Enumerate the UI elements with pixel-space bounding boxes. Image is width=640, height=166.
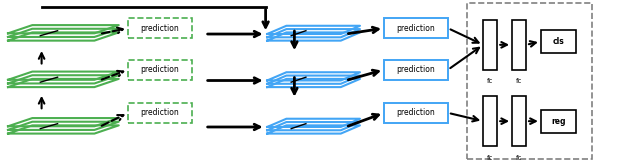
Text: fc: fc: [516, 78, 522, 84]
Text: fc: fc: [516, 155, 522, 161]
Text: reg: reg: [551, 117, 566, 126]
Text: prediction: prediction: [397, 24, 435, 33]
Text: fc: fc: [487, 155, 493, 161]
Text: prediction: prediction: [397, 65, 435, 74]
Text: fc: fc: [487, 78, 493, 84]
Text: prediction: prediction: [141, 65, 179, 74]
FancyBboxPatch shape: [128, 60, 192, 80]
Text: prediction: prediction: [141, 24, 179, 33]
FancyBboxPatch shape: [541, 30, 576, 53]
Text: cls: cls: [552, 37, 564, 46]
FancyBboxPatch shape: [128, 18, 192, 38]
FancyBboxPatch shape: [384, 18, 448, 38]
FancyBboxPatch shape: [128, 103, 192, 123]
FancyBboxPatch shape: [483, 20, 497, 70]
FancyBboxPatch shape: [384, 60, 448, 80]
FancyBboxPatch shape: [512, 96, 526, 146]
FancyBboxPatch shape: [541, 110, 576, 133]
FancyBboxPatch shape: [384, 103, 448, 123]
FancyBboxPatch shape: [483, 96, 497, 146]
FancyBboxPatch shape: [512, 20, 526, 70]
Text: prediction: prediction: [397, 108, 435, 117]
Text: prediction: prediction: [141, 108, 179, 117]
